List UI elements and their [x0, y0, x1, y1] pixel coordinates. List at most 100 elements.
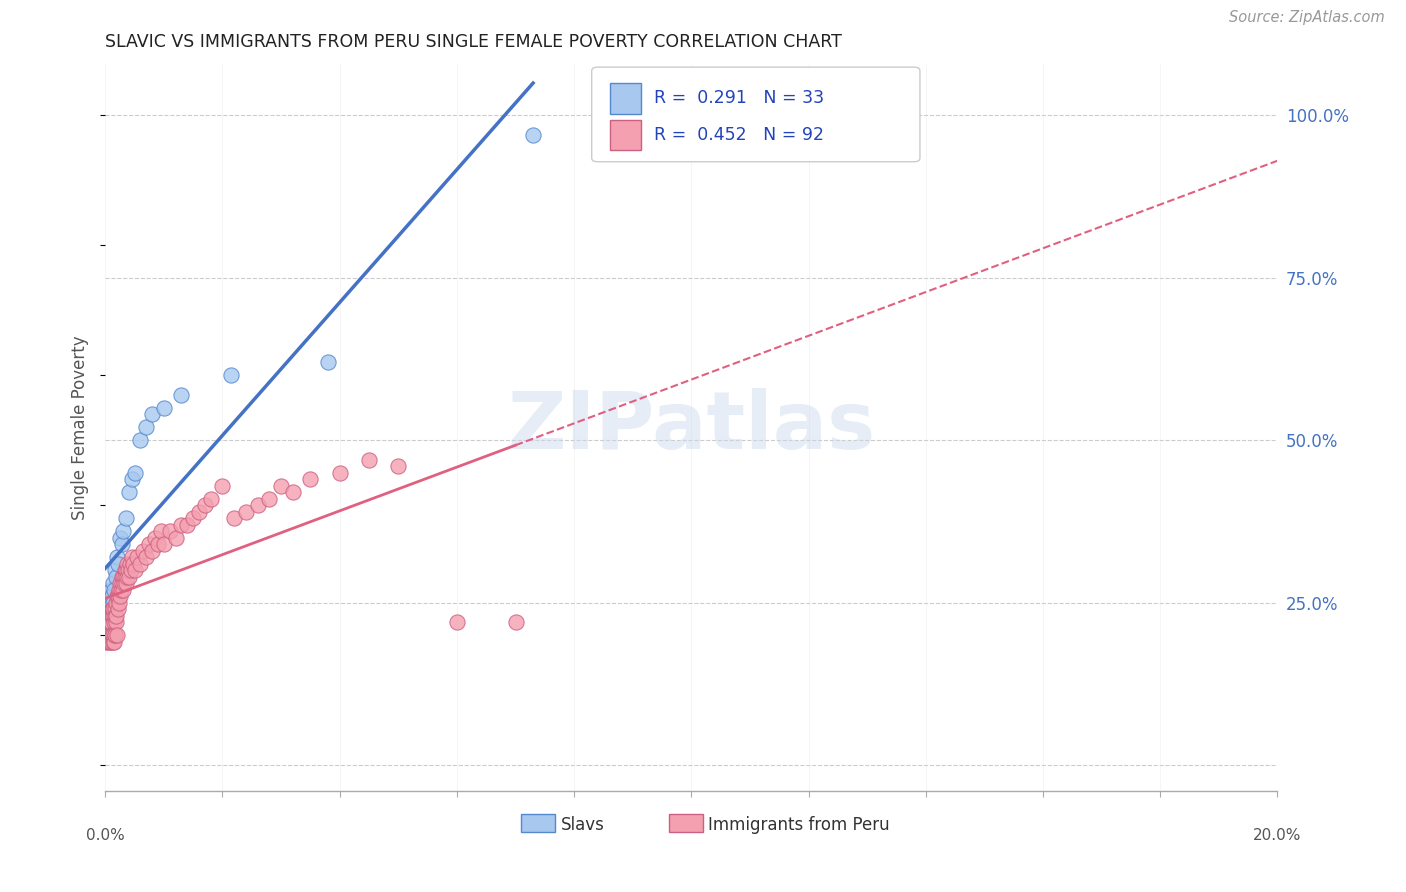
Point: [117, 557, 139, 571]
Point: [105, 550, 128, 565]
Point: [124, 466, 146, 480]
Point: [100, 602, 122, 616]
Point: [104, 608, 127, 623]
Point: [110, 582, 132, 597]
Point: [97, 622, 120, 636]
Point: [103, 628, 125, 642]
Point: [141, 408, 163, 422]
Point: [114, 511, 136, 525]
Text: Immigrants from Peru: Immigrants from Peru: [709, 816, 890, 834]
Point: [103, 634, 125, 648]
Point: [165, 531, 187, 545]
Point: [104, 570, 127, 584]
Point: [446, 615, 468, 630]
Point: [97, 628, 120, 642]
Point: [100, 615, 122, 630]
Text: Source: ZipAtlas.com: Source: ZipAtlas.com: [1229, 11, 1385, 25]
Point: [111, 570, 134, 584]
Point: [143, 531, 166, 545]
Point: [111, 537, 134, 551]
Point: [98, 615, 121, 630]
Point: [97, 622, 120, 636]
Point: [522, 128, 544, 142]
Point: [149, 524, 172, 539]
Text: R =  0.291   N = 33: R = 0.291 N = 33: [654, 89, 824, 107]
Point: [387, 459, 409, 474]
Point: [100, 602, 122, 616]
Point: [100, 634, 122, 648]
Point: [96, 628, 118, 642]
Point: [104, 563, 127, 577]
Point: [122, 557, 145, 571]
Point: [124, 563, 146, 577]
FancyBboxPatch shape: [592, 67, 920, 161]
Point: [101, 589, 124, 603]
Text: ZIPatlas: ZIPatlas: [508, 388, 876, 467]
Point: [98, 615, 121, 630]
Point: [104, 615, 127, 630]
Point: [112, 576, 135, 591]
FancyBboxPatch shape: [610, 83, 641, 113]
Point: [159, 524, 181, 539]
Point: [96, 628, 118, 642]
Point: [100, 628, 122, 642]
Point: [96, 615, 118, 630]
Point: [299, 472, 322, 486]
Point: [107, 596, 129, 610]
Point: [505, 615, 527, 630]
Point: [104, 628, 127, 642]
Point: [107, 557, 129, 571]
Point: [97, 634, 120, 648]
Point: [181, 511, 204, 525]
Point: [188, 505, 211, 519]
Point: [200, 491, 222, 506]
Point: [117, 563, 139, 577]
Point: [316, 355, 339, 369]
Point: [103, 602, 125, 616]
Text: SLAVIC VS IMMIGRANTS FROM PERU SINGLE FEMALE POVERTY CORRELATION CHART: SLAVIC VS IMMIGRANTS FROM PERU SINGLE FE…: [105, 33, 842, 51]
Point: [224, 511, 246, 525]
Point: [211, 479, 233, 493]
Point: [170, 517, 193, 532]
Point: [120, 563, 142, 577]
Point: [121, 550, 143, 565]
Point: [97, 596, 120, 610]
Y-axis label: Single Female Poverty: Single Female Poverty: [72, 335, 89, 520]
Point: [96, 634, 118, 648]
Point: [100, 628, 122, 642]
Point: [114, 563, 136, 577]
Point: [104, 596, 127, 610]
Point: [101, 608, 124, 623]
Point: [146, 537, 169, 551]
Point: [357, 452, 380, 467]
Point: [98, 615, 121, 630]
Point: [235, 505, 257, 519]
Point: [98, 634, 121, 648]
Point: [153, 401, 176, 415]
Point: [111, 524, 134, 539]
Point: [105, 589, 128, 603]
Point: [135, 420, 157, 434]
Point: [98, 589, 121, 603]
Point: [194, 498, 217, 512]
Point: [115, 563, 138, 577]
Point: [153, 537, 176, 551]
Point: [281, 485, 304, 500]
Point: [132, 543, 155, 558]
Point: [176, 517, 198, 532]
Point: [104, 628, 127, 642]
Text: 20.0%: 20.0%: [1253, 829, 1302, 843]
Point: [100, 582, 122, 597]
Point: [108, 582, 131, 597]
Point: [96, 602, 118, 616]
Point: [118, 557, 141, 571]
Point: [96, 615, 118, 630]
Point: [104, 602, 127, 616]
Point: [141, 543, 163, 558]
Point: [112, 570, 135, 584]
Point: [111, 576, 134, 591]
Point: [101, 634, 124, 648]
Point: [100, 608, 122, 623]
Point: [270, 479, 292, 493]
Point: [101, 628, 124, 642]
